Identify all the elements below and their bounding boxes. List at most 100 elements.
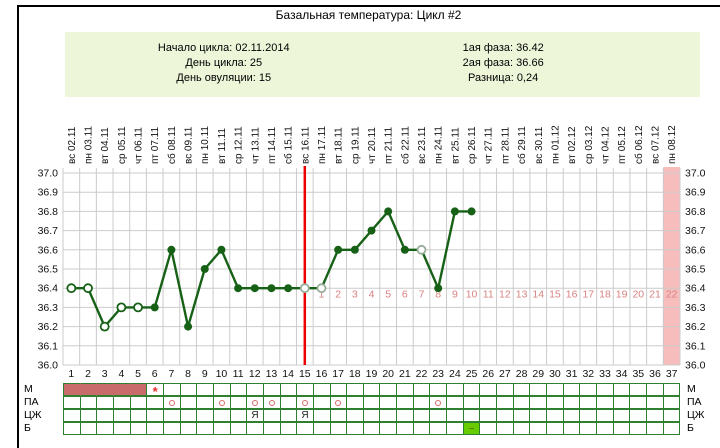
symptom-cell	[447, 409, 464, 422]
date-label: чт 20.11	[367, 127, 378, 164]
symptom-cell	[197, 383, 214, 396]
post-ovulation-day-number: 2	[335, 289, 341, 301]
symptom-cell	[497, 396, 514, 409]
ytick-right: 36.0	[685, 360, 706, 372]
temp-point-day-25	[467, 207, 476, 216]
ytick-right: 36.8	[685, 206, 706, 218]
date-label: вт 02.12	[567, 126, 578, 164]
symptom-cell	[630, 383, 647, 396]
date-label: сб 06.12	[633, 125, 645, 164]
intercourse-circle-icon	[435, 399, 442, 406]
temp-point-day-23	[434, 284, 443, 293]
ytick-right: 36.2	[685, 321, 706, 333]
temp-point-day-13	[267, 284, 276, 293]
highlight-column-37	[663, 167, 680, 365]
day-number: 24	[449, 368, 461, 380]
ytick-left: 36.5	[38, 264, 59, 276]
day-number: 30	[549, 368, 561, 380]
symptom-cell	[330, 422, 348, 435]
symptom-cell	[430, 383, 448, 396]
date-label: сб 22.11	[399, 126, 411, 164]
post-ovulation-day-number: 15	[549, 289, 561, 301]
symptom-cell	[480, 422, 498, 435]
temp-point-day-1	[66, 283, 77, 294]
symptom-cell	[630, 422, 647, 435]
row-label-left-ПА: ПА	[24, 396, 39, 408]
date-label: вс 09.11	[184, 126, 195, 164]
symptom-cell	[130, 396, 148, 409]
date-label: вс 16.11	[300, 126, 311, 164]
symptom-cell	[380, 422, 398, 435]
symptom-cell	[213, 396, 231, 409]
symptom-cell	[613, 422, 631, 435]
symptom-cell	[313, 422, 331, 435]
temp-point-day-8	[184, 322, 193, 331]
temp-point-day-9	[200, 265, 209, 273]
symptom-cell	[513, 422, 531, 435]
symptom-cell	[297, 396, 314, 409]
symptom-cell	[430, 409, 448, 422]
date-label: вс 30.11	[534, 126, 545, 164]
day-number: 29	[532, 368, 544, 380]
symptom-cell	[80, 409, 98, 422]
day-number: 10	[216, 368, 228, 380]
symptom-cell	[597, 409, 614, 422]
day-number: 25	[466, 368, 478, 380]
temp-point-day-2	[83, 283, 93, 294]
symptom-cell	[597, 422, 614, 435]
symptom-cell	[463, 396, 481, 409]
date-label: ср 19.11	[350, 126, 361, 164]
temp-point-day-15	[299, 283, 310, 294]
cycle-info-panel: Начало цикла: 02.11.2014 День цикла: 25 …	[65, 32, 700, 97]
day-number: 14	[282, 368, 294, 380]
temp-point-day-5	[133, 302, 143, 313]
symptom-cell	[313, 409, 331, 422]
symptom-cell	[180, 422, 198, 435]
day-number: 23	[432, 368, 444, 380]
symptom-cell	[347, 383, 364, 396]
day-number: 11	[233, 368, 244, 380]
symptom-cell	[513, 409, 531, 422]
symptom-cell	[413, 422, 431, 435]
chart-title: Базальная температура: Цикл #2	[275, 8, 462, 22]
symptom-cell	[213, 383, 231, 396]
date-label: вт 18.11	[334, 127, 345, 164]
symptom-cell	[530, 422, 548, 435]
cervical-fluid-mark: Я	[301, 410, 309, 421]
symptom-cell	[97, 409, 114, 422]
symptom-cell	[430, 396, 448, 409]
symptom-cell	[530, 383, 548, 396]
symptom-cell	[513, 396, 531, 409]
day-number: 27	[499, 368, 511, 380]
symptom-cell	[97, 396, 114, 409]
day-number: 21	[399, 368, 411, 380]
symptom-cell	[180, 383, 198, 396]
symptom-cell	[497, 409, 514, 422]
date-label: ср 26.11	[467, 126, 478, 164]
symptom-cell	[563, 409, 581, 422]
post-ovulation-day-number: 22	[666, 289, 678, 301]
post-ovulation-day-number: 3	[352, 289, 358, 301]
date-label: пт 05.12	[617, 126, 628, 164]
symptom-cell: Я	[297, 409, 314, 422]
symptom-cell	[247, 422, 264, 435]
symptom-cell	[130, 383, 148, 396]
post-ovulation-day-number: 13	[516, 289, 528, 301]
symptom-cell	[447, 422, 464, 435]
post-ovulation-day-number: 12	[499, 289, 511, 301]
date-label: вс 02.11	[67, 126, 78, 164]
symptom-cell	[97, 422, 114, 435]
symptom-cell	[297, 422, 314, 435]
symptom-cell	[497, 422, 514, 435]
symptom-cell	[563, 383, 581, 396]
page-frame	[17, 5, 720, 448]
row-label-left-ЦЖ: ЦЖ	[24, 409, 42, 421]
day-number: 32	[582, 368, 594, 380]
symptom-cell	[247, 383, 264, 396]
day-number: 9	[202, 368, 208, 380]
temp-point-day-12	[250, 284, 259, 293]
temp-point-day-11	[234, 284, 243, 293]
date-label: сб 08.11	[166, 126, 178, 164]
